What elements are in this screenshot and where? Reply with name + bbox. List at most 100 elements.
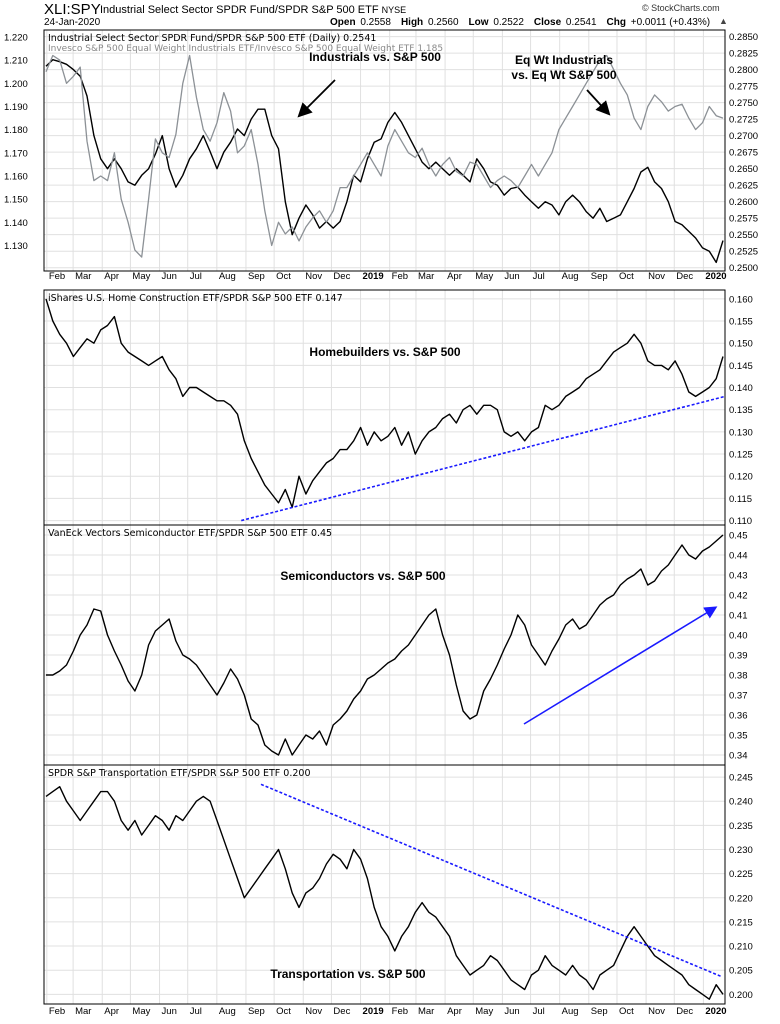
collapse-arrow-icon[interactable]: ▲ <box>719 16 728 26</box>
panel-subtitle: Invesco S&P 500 Equal Weight Industrials… <box>48 44 443 54</box>
secondary-series-line <box>45 54 724 258</box>
x-tick-label: Apr <box>447 271 462 282</box>
x-tick-label: Jun <box>162 1006 177 1017</box>
y-tick-label: 0.135 <box>729 405 753 416</box>
exchange-label: NYSE <box>381 5 407 15</box>
annotation-arrow <box>586 89 611 116</box>
y-tick-label: 0.145 <box>729 361 753 372</box>
y-left-tick-label: 1.150 <box>4 195 28 206</box>
ohlc-readout: Open 0.2558 High 0.2560 Low 0.2522 Close 0.… <box>330 17 711 28</box>
panel-border <box>43 29 726 272</box>
y-tick-label: 0.2600 <box>729 197 758 208</box>
x-tick-label: Aug <box>219 1006 236 1017</box>
y-tick-label: 0.2550 <box>729 230 758 241</box>
y-left-tick-label: 1.200 <box>4 79 28 90</box>
x-tick-label: Feb <box>392 271 408 282</box>
x-tick-label: 2020 <box>705 1006 726 1017</box>
y-tick-label: 0.205 <box>729 966 753 977</box>
chart-annotation: Eq Wt Industrials <box>515 53 613 67</box>
chart-header: XLI:SPY Industrial Select Sector SPDR Fu… <box>0 0 780 30</box>
y-left-tick-label: 1.160 <box>4 171 28 182</box>
y-tick-label: 0.110 <box>729 516 752 527</box>
panel-border <box>43 524 726 766</box>
x-tick-label: Jun <box>504 1006 519 1017</box>
primary-series-line <box>45 298 724 508</box>
y-tick-label: 0.150 <box>729 339 753 350</box>
x-tick-label: Apr <box>104 271 119 282</box>
x-tick-label: 2019 <box>363 271 384 282</box>
annotation-arrow <box>297 79 336 118</box>
y-tick-label: 0.160 <box>729 294 753 305</box>
y-tick-label: 0.225 <box>729 869 753 880</box>
chart-annotation: vs. Eq Wt S&P 500 <box>511 68 616 82</box>
gridlines <box>44 525 725 765</box>
x-tick-label: Jun <box>162 271 177 282</box>
x-tick-label: Aug <box>562 271 579 282</box>
gridlines <box>44 765 725 1004</box>
y-tick-label: 0.130 <box>729 427 753 438</box>
y-tick-label: 0.245 <box>729 773 753 784</box>
gridlines <box>44 30 725 271</box>
y-tick-label: 0.2625 <box>729 181 758 192</box>
y-tick-label: 0.200 <box>729 990 753 1001</box>
y-tick-label: 0.2800 <box>729 65 758 76</box>
y-tick-label: 0.2525 <box>729 247 758 258</box>
y-tick-label: 0.2650 <box>729 164 758 175</box>
x-tick-label: Sep <box>248 271 265 282</box>
x-tick-label: Nov <box>305 1006 322 1017</box>
y-tick-label: 0.37 <box>729 691 748 702</box>
y-left-tick-label: 1.210 <box>4 56 28 67</box>
y-tick-label: 0.40 <box>729 631 748 642</box>
x-tick-label: Mar <box>418 1006 434 1017</box>
x-tick-label: Dec <box>676 1006 693 1017</box>
panel-border <box>43 764 726 1005</box>
y-tick-label: 0.41 <box>729 611 748 622</box>
panel-title: Industrial Select Sector SPDR Fund/SPDR … <box>48 33 376 44</box>
x-tick-label: Nov <box>305 271 322 282</box>
x-tick-label: Feb <box>392 1006 408 1017</box>
y-left-tick-label: 1.130 <box>4 241 28 252</box>
x-tick-label: Jul <box>190 1006 202 1017</box>
chart-panel-3: 0.45 0.44 0.43 0.42 0.41 0.40 0.39 0.38 0.37 0.36… <box>43 524 748 766</box>
y-tick-label: 0.125 <box>729 450 753 461</box>
y-tick-label: 0.235 <box>729 821 753 832</box>
x-tick-label: Dec <box>676 271 693 282</box>
x-tick-label: May <box>475 271 493 282</box>
y-tick-label: 0.38 <box>729 671 748 682</box>
x-tick-label: May <box>475 1006 493 1017</box>
x-tick-label: 2020 <box>705 271 726 282</box>
trend-arrow <box>523 606 718 725</box>
y-tick-label: 0.34 <box>729 751 748 762</box>
y-left-tick-label: 1.190 <box>4 102 28 113</box>
chart-panel-1: 0.2850 0.2825 0.2800 0.2775 0.2750 0.2725 0.27… <box>4 29 758 282</box>
y-left-tick-label: 1.140 <box>4 218 28 229</box>
x-tick-label: Oct <box>276 271 291 282</box>
y-left-tick-label: 1.180 <box>4 125 28 136</box>
instrument-name: Industrial Select Sector SPDR Fund/SPDR … <box>100 4 407 16</box>
y-tick-label: 0.220 <box>729 893 753 904</box>
y-tick-label: 0.210 <box>729 942 753 953</box>
chart-panel-2: 0.160 0.155 0.150 0.145 0.140 0.135 0.130 0.125… <box>43 289 753 527</box>
x-tick-label: Oct <box>619 1006 634 1017</box>
y-tick-label: 0.140 <box>729 383 753 394</box>
y-left-tick-label: 1.170 <box>4 148 28 159</box>
y-tick-label: 0.230 <box>729 845 753 856</box>
x-tick-label: Dec <box>333 1006 350 1017</box>
y-tick-label: 0.2850 <box>729 32 758 43</box>
symbol-label: XLI:SPY <box>44 1 101 18</box>
y-tick-label: 0.43 <box>729 571 748 582</box>
y-tick-label: 0.45 <box>729 531 748 542</box>
x-tick-label: Apr <box>447 1006 462 1017</box>
x-tick-label: May <box>132 1006 150 1017</box>
x-tick-label: Feb <box>49 271 65 282</box>
chart-annotation: Industrials vs. S&P 500 <box>309 50 441 64</box>
chart-annotation: Homebuilders vs. S&P 500 <box>309 345 461 359</box>
y-tick-label: 0.42 <box>729 591 748 602</box>
x-tick-label: Nov <box>648 1006 665 1017</box>
y-tick-label: 0.115 <box>729 494 752 505</box>
x-tick-label: Aug <box>219 271 236 282</box>
x-tick-label: Nov <box>648 271 665 282</box>
x-tick-label: Apr <box>104 1006 119 1017</box>
y-tick-label: 0.2750 <box>729 98 758 109</box>
